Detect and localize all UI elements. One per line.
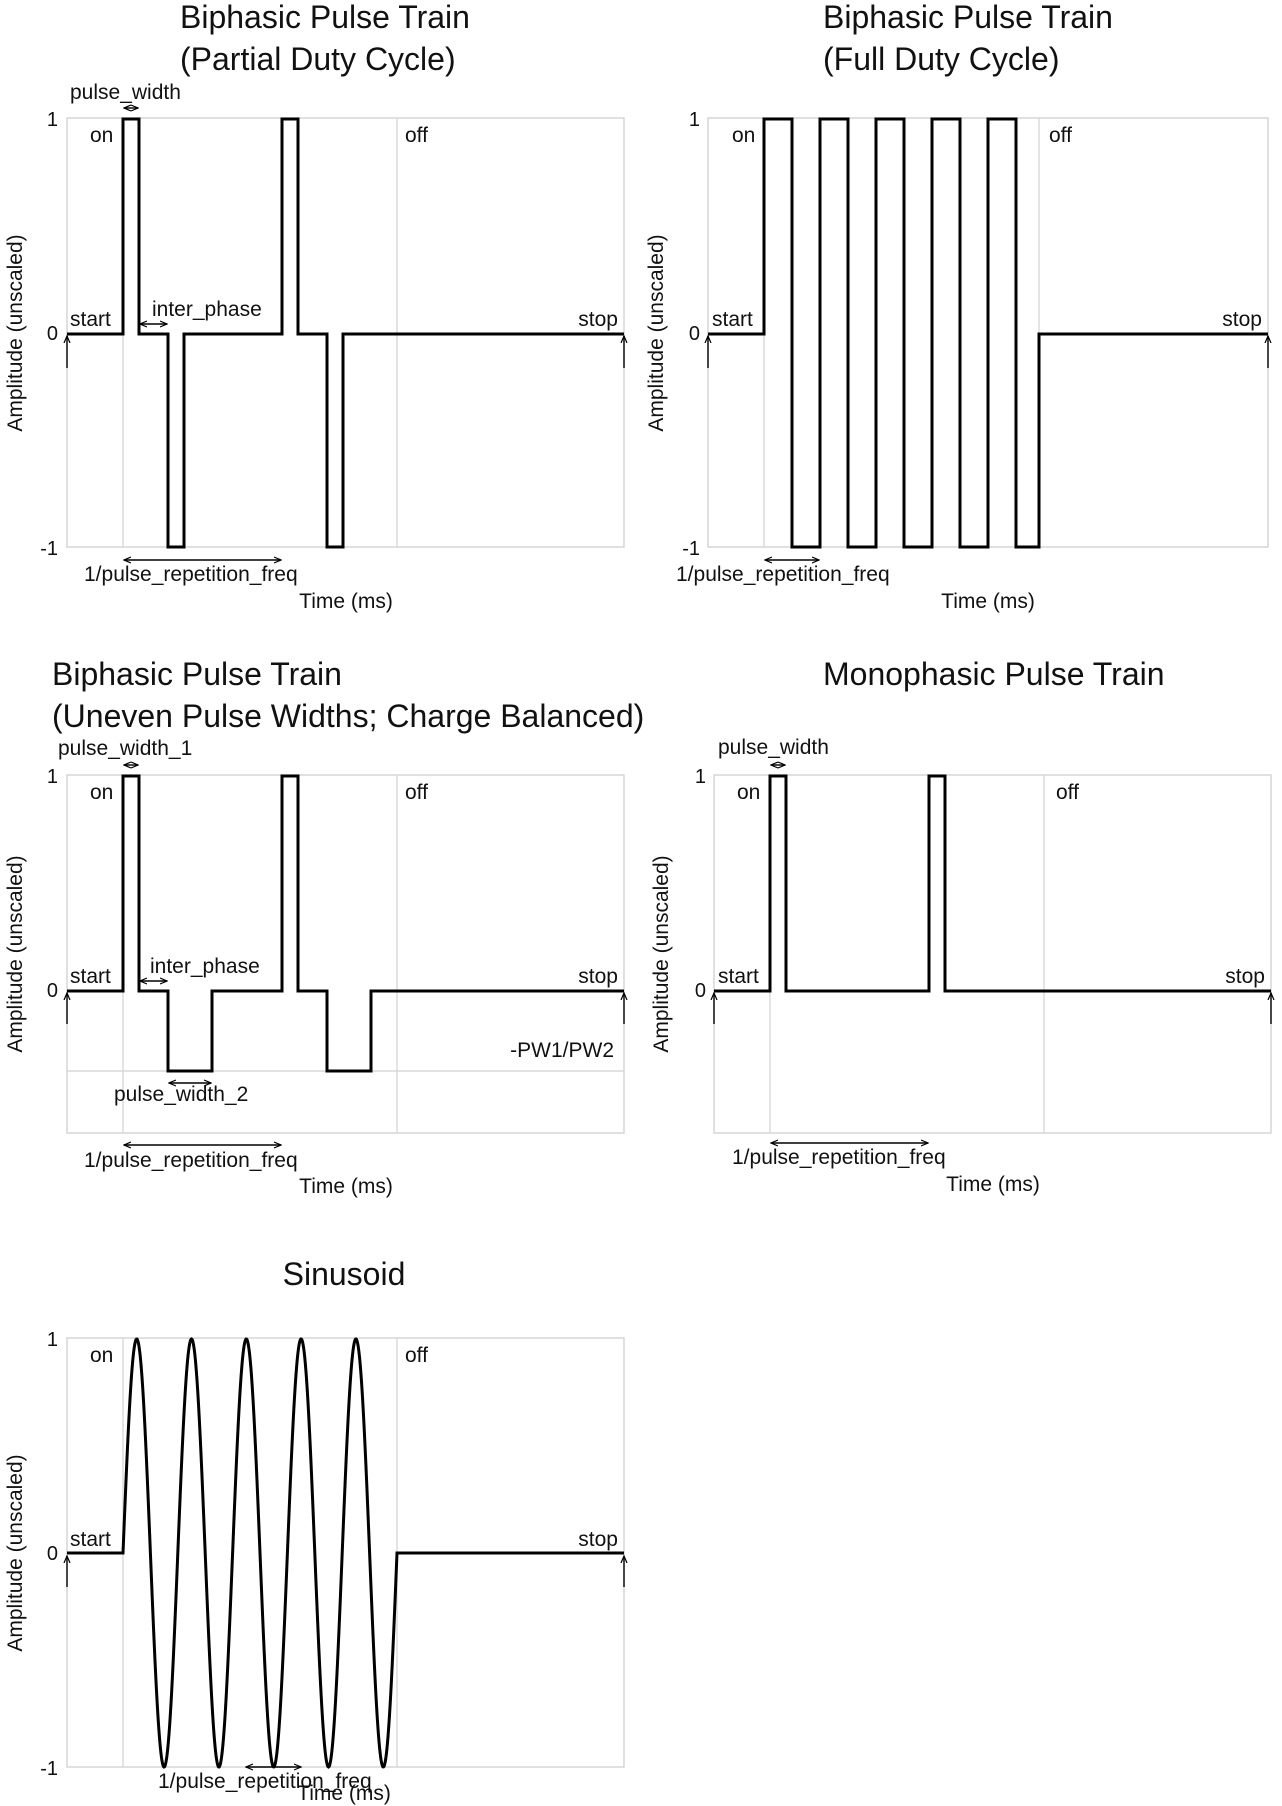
start-label: start bbox=[712, 308, 753, 331]
panel-title: Monophasic Pulse Train bbox=[823, 656, 1165, 692]
tick-label-1: 1 bbox=[47, 109, 58, 131]
off-label: off bbox=[405, 124, 428, 147]
panel-biphasic-uneven: Biphasic Pulse Train (Uneven Pulse Width… bbox=[4, 656, 644, 1198]
off-label: off bbox=[405, 781, 428, 804]
on-label: on bbox=[90, 1344, 113, 1367]
pulse-width-2-label: pulse_width_2 bbox=[114, 1083, 248, 1106]
panel-title-line1: Biphasic Pulse Train bbox=[180, 0, 470, 35]
tick-label-1: 1 bbox=[689, 109, 700, 131]
x-axis-label: Time (ms) bbox=[297, 1782, 391, 1805]
biphasic-uneven-waveform bbox=[67, 774, 624, 1073]
tick-label-neg1: -1 bbox=[682, 538, 700, 560]
y-axis-label: Amplitude (unscaled) bbox=[645, 234, 668, 431]
on-label: on bbox=[90, 124, 113, 147]
biphasic-partial-waveform bbox=[67, 117, 624, 549]
panel-title-line2: (Uneven Pulse Widths; Charge Balanced) bbox=[52, 698, 644, 734]
panel-sinusoid: Sinusoid Amplitude (unscaled) 1 0 -1 on … bbox=[4, 1256, 624, 1805]
off-label: off bbox=[405, 1344, 428, 1367]
period-label: 1/pulse_repetition_freq bbox=[676, 563, 890, 586]
stop-label: stop bbox=[1222, 308, 1262, 331]
x-axis-label: Time (ms) bbox=[299, 1175, 393, 1198]
period-label: 1/pulse_repetition_freq bbox=[158, 1770, 372, 1793]
stop-label: stop bbox=[578, 965, 618, 988]
tick-label-1: 1 bbox=[695, 766, 706, 788]
start-label: start bbox=[718, 965, 759, 988]
stop-label: stop bbox=[578, 308, 618, 331]
panel-title: Sinusoid bbox=[283, 1256, 406, 1292]
period-label: 1/pulse_repetition_freq bbox=[732, 1146, 946, 1169]
panel-monophasic: Monophasic Pulse Train Amplitude (unscal… bbox=[650, 656, 1271, 1196]
pulse-width-1-label: pulse_width_1 bbox=[58, 737, 192, 760]
y-axis-label: Amplitude (unscaled) bbox=[650, 855, 673, 1052]
period-label: 1/pulse_repetition_freq bbox=[84, 1149, 298, 1172]
plot-frame bbox=[66, 774, 625, 1134]
y-axis-label: Amplitude (unscaled) bbox=[4, 234, 27, 431]
y-axis-label: Amplitude (unscaled) bbox=[4, 1454, 27, 1651]
tick-label-1: 1 bbox=[47, 1329, 58, 1351]
panel-title-line2: (Partial Duty Cycle) bbox=[180, 41, 456, 77]
level-label: -PW1/PW2 bbox=[510, 1039, 614, 1062]
monophasic-waveform bbox=[714, 774, 1271, 993]
start-label: start bbox=[70, 965, 111, 988]
x-axis-label: Time (ms) bbox=[941, 590, 1035, 613]
inter-phase-label: inter_phase bbox=[152, 298, 262, 321]
panel-biphasic-full: Biphasic Pulse Train (Full Duty Cycle) A… bbox=[645, 0, 1268, 613]
x-axis-label: Time (ms) bbox=[299, 590, 393, 613]
off-label: off bbox=[1056, 781, 1079, 804]
pulse-width-label: pulse_width bbox=[70, 81, 181, 104]
tick-label-1: 1 bbox=[47, 766, 58, 788]
tick-label-0: 0 bbox=[47, 980, 58, 1002]
tick-label-0: 0 bbox=[695, 980, 706, 1002]
panel-biphasic-partial: Biphasic Pulse Train (Partial Duty Cycle… bbox=[4, 0, 624, 613]
x-axis-label: Time (ms) bbox=[946, 1173, 1040, 1196]
pulse-width-label: pulse_width bbox=[718, 736, 829, 759]
stop-label: stop bbox=[1225, 965, 1265, 988]
tick-label-0: 0 bbox=[47, 323, 58, 345]
panel-title-line2: (Full Duty Cycle) bbox=[823, 41, 1059, 77]
panel-title-line1: Biphasic Pulse Train bbox=[823, 0, 1113, 35]
period-label: 1/pulse_repetition_freq bbox=[84, 563, 298, 586]
start-label: start bbox=[70, 1528, 111, 1551]
tick-label-neg1: -1 bbox=[40, 1758, 58, 1780]
on-label: on bbox=[90, 781, 113, 804]
off-label: off bbox=[1049, 124, 1072, 147]
tick-label-neg1: -1 bbox=[40, 538, 58, 560]
sinusoid-waveform bbox=[67, 1337, 624, 1769]
start-label: start bbox=[70, 308, 111, 331]
tick-label-0: 0 bbox=[47, 1543, 58, 1565]
on-label: on bbox=[737, 781, 760, 804]
biphasic-full-waveform bbox=[708, 117, 1268, 549]
on-label: on bbox=[732, 124, 755, 147]
panel-title-line1: Biphasic Pulse Train bbox=[52, 656, 342, 692]
tick-label-0: 0 bbox=[689, 323, 700, 345]
stop-label: stop bbox=[578, 1528, 618, 1551]
y-axis-label: Amplitude (unscaled) bbox=[4, 855, 27, 1052]
plot-frame bbox=[713, 774, 1272, 1134]
inter-phase-label: inter_phase bbox=[150, 955, 260, 978]
